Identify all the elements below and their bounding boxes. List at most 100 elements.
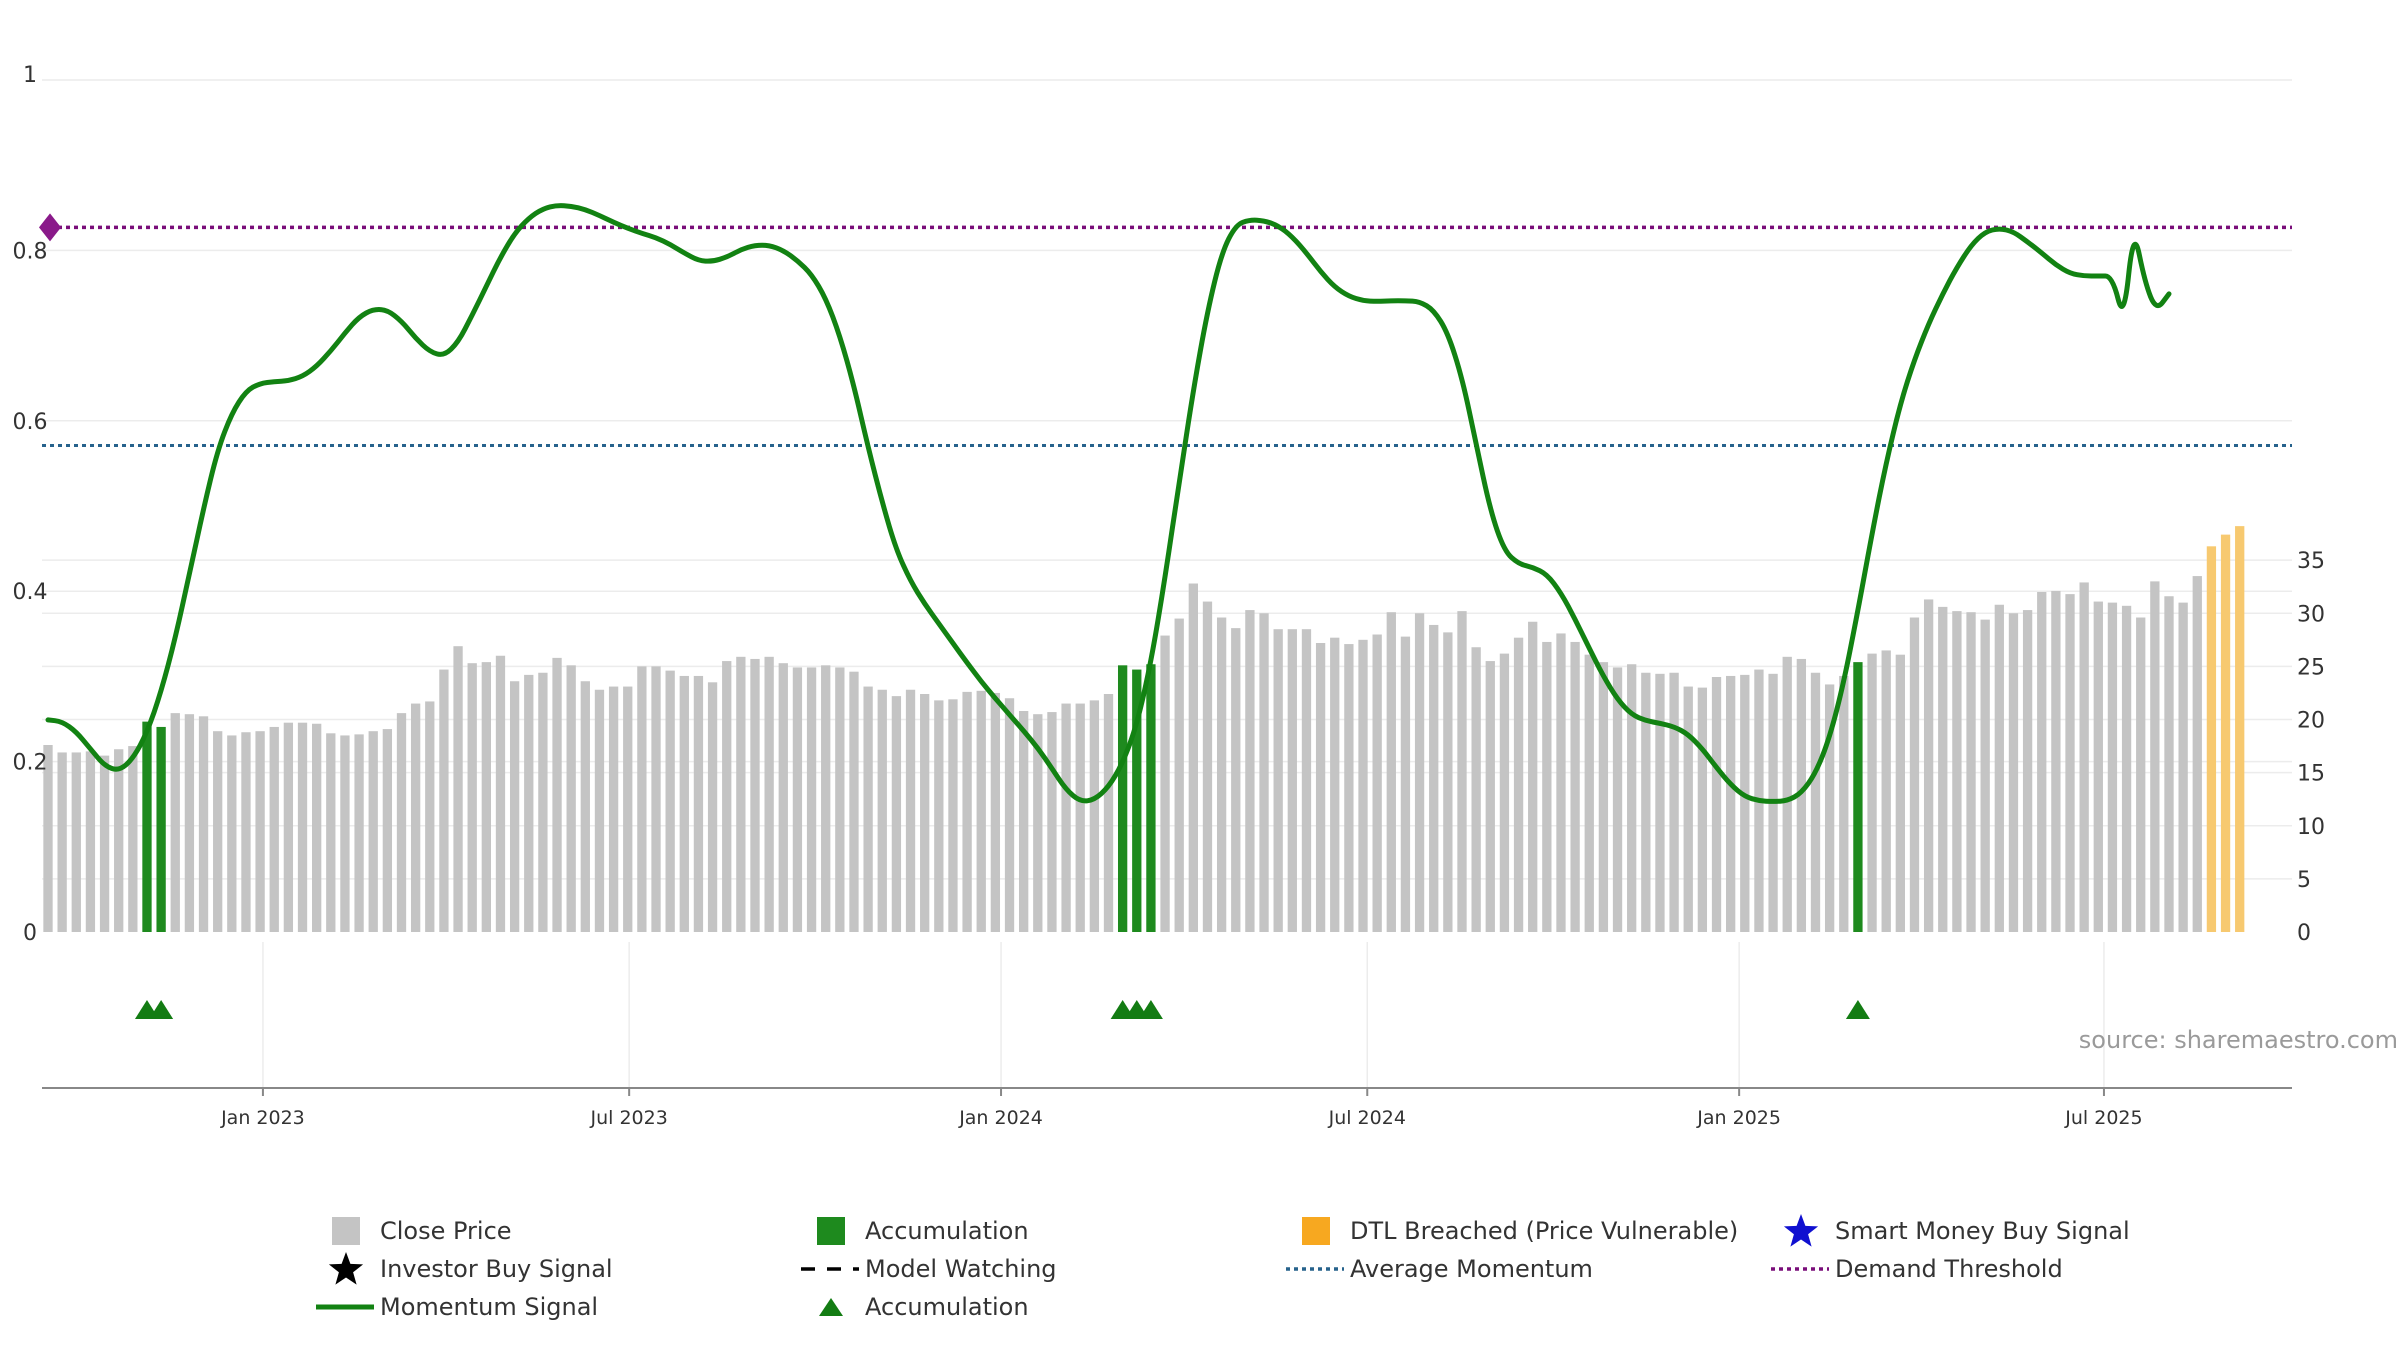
close-price-bar [1301,629,1312,932]
right-axis-tick: 10 [2297,815,2325,840]
close-price-bar [1400,636,1411,932]
close-price-bar [1641,672,1651,932]
close-price-bar [707,682,718,932]
close-price-bar [43,745,53,932]
close-price-bar [1245,610,1255,932]
close-price-bar [382,729,393,932]
x-axis-tick: Jan 2023 [220,1107,305,1129]
close-price-bar [2008,613,2019,932]
legend-label: DTL Breached (Price Vulnerable) [1350,1217,1739,1245]
x-axis-tick: Jul 2023 [589,1107,667,1129]
close-price-bar [297,722,308,932]
close-price-bar [1881,650,1891,932]
close-price-bar [863,686,873,932]
close-price-bar [2051,590,2061,932]
close-price-bar [2121,605,2132,932]
legend-label: Demand Threshold [1835,1255,2063,1283]
close-price-bar [1556,633,1566,932]
close-price-bar [283,722,294,932]
left-axis-tick: 0.6 [13,410,48,435]
close-price-bar [227,735,237,932]
close-price-bar [184,714,195,932]
left-axis-tick: 1 [23,63,37,88]
close-price-bar [1160,635,1170,932]
close-price-bar [198,716,209,932]
legend-symbol [332,1217,360,1245]
close-price-bar [467,663,477,932]
close-price-bar [1259,613,1269,932]
close-price-bar [2178,602,2188,932]
close-price-bar [1231,628,1241,932]
close-price-bar [71,752,81,932]
legend-symbol [328,1252,364,1285]
close-price-bar [990,692,1001,932]
close-price-bar [524,674,534,932]
grid-lines [42,79,2292,1088]
close-price-bar [1429,624,1439,932]
legend-label: Accumulation [865,1217,1029,1245]
close-price-bar [1782,656,1792,932]
close-price-bar [538,672,548,932]
accumulation-bar [1146,664,1156,932]
close-price-bar [962,691,972,932]
legend-symbol [1302,1217,1330,1245]
left-axis-tick: 0 [23,921,37,946]
legend-star-icon [310,1250,380,1288]
close-price-bar [2065,594,2075,932]
close-price-bar [1004,698,1015,932]
legend-item: Investor Buy Signal [310,1250,613,1288]
close-price-bar [552,657,562,932]
close-price-bar [1824,684,1835,932]
close-price-bar [877,689,887,932]
close-price-bar [1358,639,1368,932]
left-axis-tick: 0.8 [13,239,48,264]
close-price-bar [2192,576,2202,932]
markers [39,213,1870,1019]
close-price-bar [1655,673,1665,932]
close-price-bar [580,681,590,932]
close-price-bar [1980,619,1990,932]
legend-star-icon [1765,1212,1835,1250]
close-price-bar [608,686,619,932]
close-price-bar [1528,621,1538,932]
close-price-bar [835,667,845,932]
close-price-bar [2093,601,2103,932]
close-price-bar [849,671,859,932]
close-price-bar [750,658,760,932]
close-price-bar [57,752,67,932]
close-price-bar [481,662,491,932]
accumulation-bar [156,726,166,932]
x-axis-tick: Jul 2025 [2064,1107,2142,1129]
accumulation-triangle [1845,1000,1870,1019]
close-price-bar [1627,664,1637,932]
close-price-bar [1019,711,1029,932]
legend: Close Price Accumulation DTL Breached (Pri… [310,1212,2210,1332]
close-price-bar [2022,610,2033,932]
close-price-bar [637,666,647,932]
close-price-bar [764,656,774,932]
close-price-bar [920,694,930,932]
close-price-bar [241,732,251,932]
close-price-bar [722,661,732,932]
legend-line-icon [310,1288,380,1326]
dtl-breached-bar [2206,546,2217,932]
legend-label: Smart Money Buy Signal [1835,1217,2130,1245]
bars [43,526,2245,932]
legend-label: Investor Buy Signal [380,1255,613,1283]
close-price-bar [976,690,986,932]
right-axis-tick: 15 [2297,762,2325,787]
legend-square-icon [310,1212,380,1250]
legend-item: Model Watching [795,1250,1057,1288]
close-price-bar [1202,601,1213,932]
left-axis-tick: 0.2 [13,751,48,776]
legend-symbol [819,1298,843,1316]
close-price-bar [114,749,124,932]
legend-item: Smart Money Buy Signal [1765,1212,2130,1250]
legend-item: Demand Threshold [1765,1250,2063,1288]
close-price-bar [439,669,449,932]
close-price-bar [1499,653,1510,932]
close-price-bar [128,746,138,932]
close-price-bar [1372,634,1382,932]
close-price-bar [453,646,463,932]
close-price-bar [213,731,223,932]
